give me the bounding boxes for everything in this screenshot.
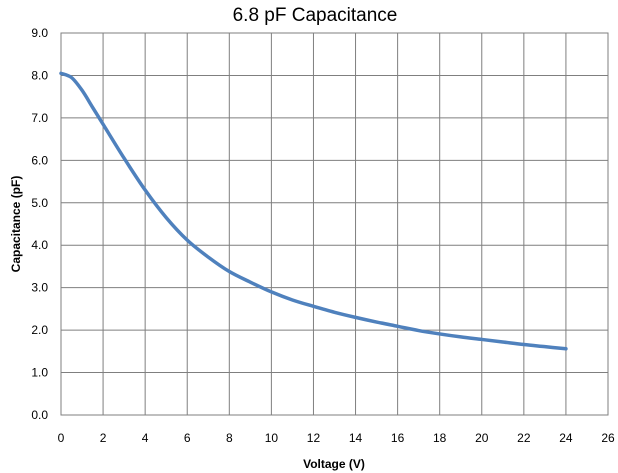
data-point: [124, 158, 125, 159]
y-axis-label: Capacitance (pF): [9, 176, 23, 273]
data-point: [481, 339, 482, 340]
x-tick-label: 6: [184, 431, 191, 445]
grid: [60, 32, 609, 416]
data-point: [103, 124, 104, 125]
y-tick-label: 5.0: [31, 196, 48, 210]
x-tick-label: 12: [307, 431, 321, 445]
data-point: [439, 333, 440, 334]
data-point: [397, 326, 398, 327]
y-tick-label: 2.0: [31, 323, 48, 337]
x-tick-label: 14: [349, 431, 363, 445]
x-tick-label: 20: [475, 431, 489, 445]
data-point: [523, 344, 524, 345]
data-point: [250, 282, 251, 283]
data-point: [355, 317, 356, 318]
x-axis-ticks: 0 2 4 6 8 10 12 14 16 18 20 22 24 26: [58, 431, 615, 445]
data-point: [502, 341, 503, 342]
y-tick-label: 7.0: [31, 111, 48, 125]
data-point: [313, 306, 314, 307]
x-tick-label: 22: [517, 431, 531, 445]
data-point: [82, 90, 83, 91]
y-tick-label: 8.0: [31, 68, 48, 82]
data-point: [292, 299, 293, 300]
x-tick-label: 24: [559, 431, 573, 445]
data-point: [166, 217, 167, 218]
data-point: [145, 190, 146, 191]
y-tick-label: 1.0: [31, 366, 48, 380]
x-tick-label: 4: [142, 431, 149, 445]
y-tick-label: 9.0: [31, 26, 48, 40]
data-point: [229, 271, 230, 272]
capacitance-curve: [59, 71, 568, 351]
y-tick-label: 6.0: [31, 153, 48, 167]
data-point: [61, 73, 62, 74]
data-point: [565, 348, 566, 349]
y-tick-label: 3.0: [31, 281, 48, 295]
x-tick-label: 10: [265, 431, 279, 445]
x-tick-label: 16: [391, 431, 405, 445]
x-tick-label: 18: [433, 431, 447, 445]
data-point: [376, 322, 377, 323]
y-tick-label: 4.0: [31, 238, 48, 252]
x-tick-label: 0: [58, 431, 65, 445]
series-group: [59, 71, 568, 351]
data-point: [71, 77, 72, 78]
data-point: [92, 107, 93, 108]
data-point: [208, 257, 209, 258]
x-axis-label: Voltage (V): [303, 457, 365, 471]
data-point: [418, 330, 419, 331]
data-point: [544, 346, 545, 347]
x-tick-label: 2: [100, 431, 107, 445]
x-tick-label: 26: [601, 431, 615, 445]
y-tick-label: 0.0: [31, 408, 48, 422]
data-point: [334, 312, 335, 313]
x-tick-label: 8: [226, 431, 233, 445]
data-point: [187, 240, 188, 241]
chart-title: 6.8 pF Capacitance: [233, 5, 398, 26]
y-axis-ticks: 0.0 1.0 2.0 3.0 4.0 5.0 6.0 7.0 8.0 9.0: [31, 26, 48, 422]
plot-area-border: [60, 32, 609, 416]
data-point: [460, 336, 461, 337]
data-point: [271, 291, 272, 292]
